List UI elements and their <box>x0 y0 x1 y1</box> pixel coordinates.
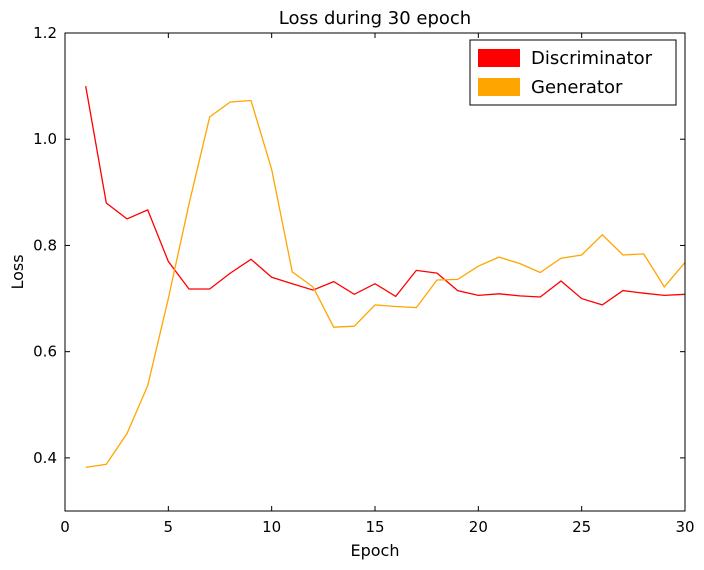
x-tick-label: 15 <box>365 518 384 536</box>
y-tick-label: 1.2 <box>33 24 57 42</box>
x-tick-label: 25 <box>572 518 591 536</box>
y-tick-label: 0.4 <box>33 449 57 467</box>
y-tick-label: 0.8 <box>33 236 57 254</box>
legend-label-discriminator: Discriminator <box>531 48 653 69</box>
axis-ticks: 0 5 10 15 20 25 30 0.4 0.6 0.8 1.0 1.2 <box>33 24 694 536</box>
legend-label-generator: Generator <box>531 77 623 98</box>
series-lines <box>85 85 686 469</box>
series-line-discriminator <box>85 85 686 306</box>
legend-swatch-discriminator <box>478 49 520 67</box>
plot-area <box>65 33 685 511</box>
y-tick-label: 0.6 <box>33 343 57 361</box>
legend-swatch-generator <box>478 78 520 96</box>
x-tick-label: 20 <box>469 518 488 536</box>
x-tick-label: 10 <box>262 518 281 536</box>
x-tick-label: 5 <box>164 518 174 536</box>
x-tick-label: 30 <box>675 518 694 536</box>
y-tick-label: 1.0 <box>33 130 57 148</box>
x-tick-label: 0 <box>60 518 70 536</box>
chart-title: Loss during 30 epoch <box>279 8 471 29</box>
x-axis-label: Epoch <box>351 541 400 560</box>
plot-frame <box>64 32 686 512</box>
y-axis-label: Loss <box>8 254 27 289</box>
legend: Discriminator Generator <box>469 39 677 106</box>
series-line-generator <box>85 99 686 469</box>
